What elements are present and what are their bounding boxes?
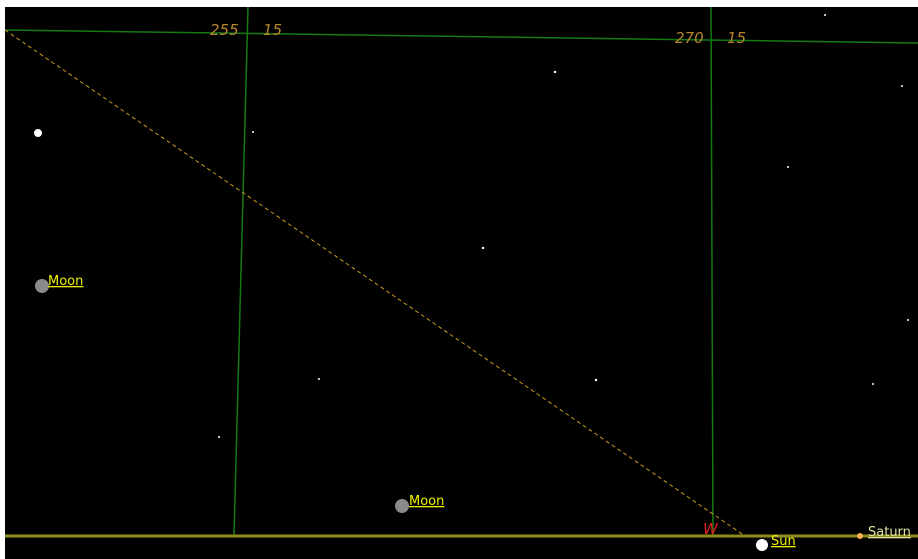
star [824, 14, 826, 16]
star [218, 436, 220, 438]
star [34, 129, 42, 137]
ra-line [710, 6, 714, 537]
stars [34, 14, 909, 438]
object-label: Saturn [868, 525, 911, 540]
dec-label: 15 [727, 29, 746, 47]
sky [5, 7, 918, 559]
star [481, 246, 485, 250]
star [787, 166, 789, 168]
moon [35, 279, 49, 293]
star [872, 383, 874, 385]
sun [756, 539, 768, 551]
star [553, 70, 557, 74]
saturn [857, 533, 863, 539]
star [594, 378, 598, 382]
star [252, 131, 254, 133]
star [901, 85, 903, 87]
star [907, 319, 909, 321]
moon [395, 499, 409, 513]
dec-line [4, 29, 918, 44]
object-label: Moon [48, 274, 83, 289]
star [318, 378, 320, 380]
object-label: Moon [409, 494, 444, 509]
compass-direction: W [703, 520, 719, 538]
dec-label: 15 [263, 21, 282, 39]
ra-label: 255 [210, 21, 239, 39]
ra-label: 270 [675, 29, 704, 47]
ecliptic [4, 29, 746, 537]
object-label: Sun [771, 534, 796, 549]
ra-line [233, 6, 249, 537]
